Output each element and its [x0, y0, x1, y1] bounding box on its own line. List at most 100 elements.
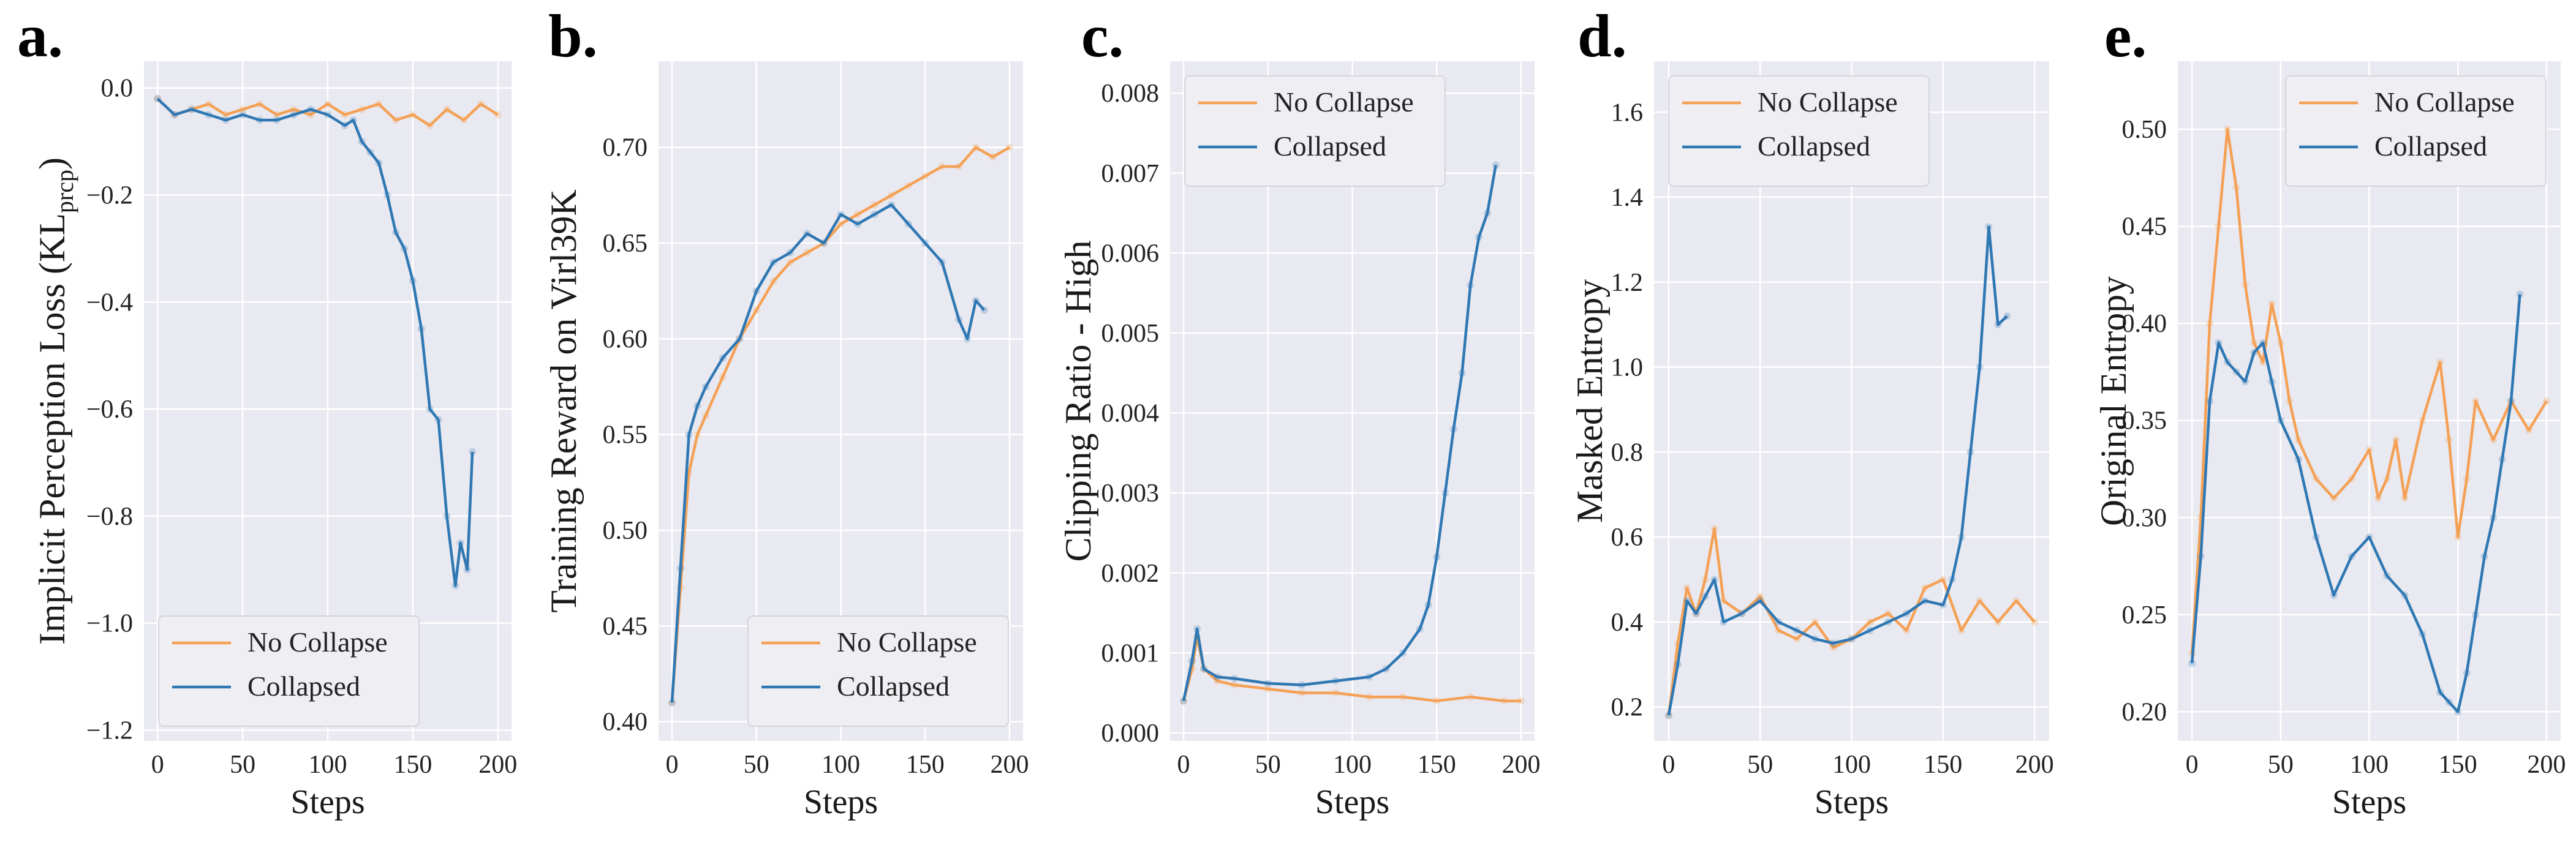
y-tick-label: 0.2	[1611, 694, 1644, 722]
y-tick-label: 0.65	[603, 230, 648, 258]
legend: No Collapse Collapsed	[2285, 75, 2547, 187]
series-no_collapse	[2188, 126, 2550, 658]
y-tick-label: 0.4	[1611, 609, 1644, 637]
legend-label: Collapsed	[837, 670, 950, 702]
panel-letter: d.	[1577, 2, 1627, 70]
y-tick-label: 1.6	[1611, 99, 1644, 127]
x-tick-label: 200	[2015, 751, 2054, 779]
y-tick-label: 0.001	[1101, 639, 1160, 667]
series-line	[1182, 165, 1497, 702]
series-line	[1667, 527, 2036, 716]
series-line	[156, 97, 474, 587]
x-tick-label: 150	[1418, 751, 1456, 779]
y-tick-label: 0.40	[2122, 310, 2167, 338]
y-tick-label: 0.25	[2122, 601, 2167, 629]
y-tick-label: 0.008	[1101, 80, 1160, 108]
chart-panel-1: 0.0 −0.2 −0.4 −0.6 −0.8 −1.0 −1.2 0 50 100 150 200 S…	[17, 2, 517, 821]
legend: No Collapse Collapsed	[1184, 75, 1446, 187]
x-axis-label: Steps	[2332, 783, 2406, 821]
x-tick-label: 50	[2268, 751, 2294, 779]
legend: No Collapse Collapsed	[747, 615, 1009, 727]
y-tick-label: 0.40	[603, 708, 648, 737]
y-tick-label: 0.60	[603, 325, 648, 353]
series-collapsed	[668, 201, 988, 707]
y-tick-label: −1.0	[86, 610, 133, 638]
panel-letter: e.	[2104, 2, 2147, 70]
y-axis-label: Original Entropy	[2093, 276, 2134, 526]
x-tick-label: 50	[744, 751, 769, 779]
y-tick-label: 0.6	[1611, 524, 1644, 552]
legend-label: Collapsed	[247, 670, 360, 702]
y-axis-label: Training Reward on Virl39K	[543, 189, 584, 612]
panel-letter: a.	[17, 2, 63, 70]
legend-label: Collapsed	[1758, 130, 1870, 162]
series-collapsed	[1664, 223, 2011, 719]
y-tick-label: 0.35	[2122, 407, 2167, 435]
y-tick-label: 1.0	[1611, 354, 1644, 382]
y-tick-label: 0.30	[2122, 504, 2167, 532]
y-tick-label: 0.70	[603, 134, 648, 162]
legend-label: No Collapse	[2374, 86, 2515, 118]
chart-panel-2: 0.40 0.45 0.50 0.55 0.60 0.65 0.70 0 50 100 150 200…	[543, 2, 1029, 821]
data-point	[2516, 290, 2524, 298]
x-tick-label: 0	[666, 751, 679, 779]
panel-letter: c.	[1081, 2, 1124, 70]
x-tick-label: 0	[1662, 751, 1675, 779]
legend-label: No Collapse	[1758, 86, 1898, 118]
y-tick-label: 1.4	[1611, 184, 1644, 212]
y-tick-label: 0.004	[1101, 400, 1160, 428]
x-tick-label: 50	[1255, 751, 1281, 779]
data-point	[2188, 659, 2196, 667]
legend-label: No Collapse	[1274, 86, 1414, 118]
y-tick-label: 0.45	[603, 612, 648, 640]
y-tick-label: −0.8	[86, 503, 133, 531]
y-tick-label: −0.4	[86, 288, 133, 317]
series-collapsed	[154, 95, 477, 590]
x-axis-label: Steps	[290, 783, 364, 821]
legend-label: No Collapse	[247, 626, 388, 658]
y-tick-label: 0.45	[2122, 213, 2167, 241]
x-axis-label: Steps	[804, 783, 878, 821]
x-tick-label: 50	[230, 751, 255, 779]
y-tick-label: −0.6	[86, 396, 133, 424]
legend: No Collapse Collapsed	[1668, 75, 1930, 187]
x-tick-label: 0	[1177, 751, 1190, 779]
series-line	[670, 203, 986, 703]
x-tick-label: 200	[1501, 751, 1540, 779]
y-tick-label: 0.50	[2122, 116, 2167, 144]
series-collapsed	[2188, 290, 2524, 716]
y-tick-label: 0.55	[603, 421, 648, 449]
series-line	[2190, 127, 2548, 654]
x-tick-label: 200	[2527, 751, 2566, 779]
legend-label: Collapsed	[1274, 130, 1386, 162]
y-tick-label: −1.2	[86, 717, 133, 745]
x-tick-label: 100	[1832, 751, 1871, 779]
y-tick-label: 0.002	[1101, 560, 1160, 588]
legend-label: No Collapse	[837, 626, 977, 658]
y-axis-label: Clipping Ratio - High	[1058, 241, 1098, 562]
x-tick-label: 150	[1924, 751, 1962, 779]
y-tick-label: 1.2	[1611, 269, 1644, 297]
y-tick-label: 0.006	[1101, 239, 1160, 268]
series-no_collapse	[1664, 525, 2039, 719]
x-tick-label: 150	[393, 751, 432, 779]
y-tick-label: 0.8	[1611, 438, 1644, 467]
series-line	[1667, 225, 2008, 716]
x-axis-label: Steps	[1815, 783, 1889, 821]
x-tick-label: 150	[906, 751, 945, 779]
legend-label: Collapsed	[2374, 130, 2487, 162]
y-axis-label: Masked Entropy	[1569, 279, 1610, 523]
y-axis-label: Implicit Perception Loss (KLprcp)	[32, 157, 78, 645]
legend: No Collapse Collapsed	[158, 615, 420, 727]
y-tick-label: 0.005	[1101, 320, 1160, 348]
x-tick-label: 100	[2350, 751, 2389, 779]
y-tick-label: 0.003	[1101, 479, 1160, 508]
x-tick-label: 0	[2186, 751, 2199, 779]
chart-panel-5: 0.20 0.25 0.30 0.35 0.40 0.45 0.50 0 50 100 150 200…	[2093, 2, 2566, 821]
x-tick-label: 200	[478, 751, 517, 779]
y-tick-label: −0.2	[86, 182, 133, 210]
x-tick-label: 100	[822, 751, 860, 779]
x-axis-label: Steps	[1315, 783, 1389, 821]
series-collapsed	[1180, 161, 1500, 705]
